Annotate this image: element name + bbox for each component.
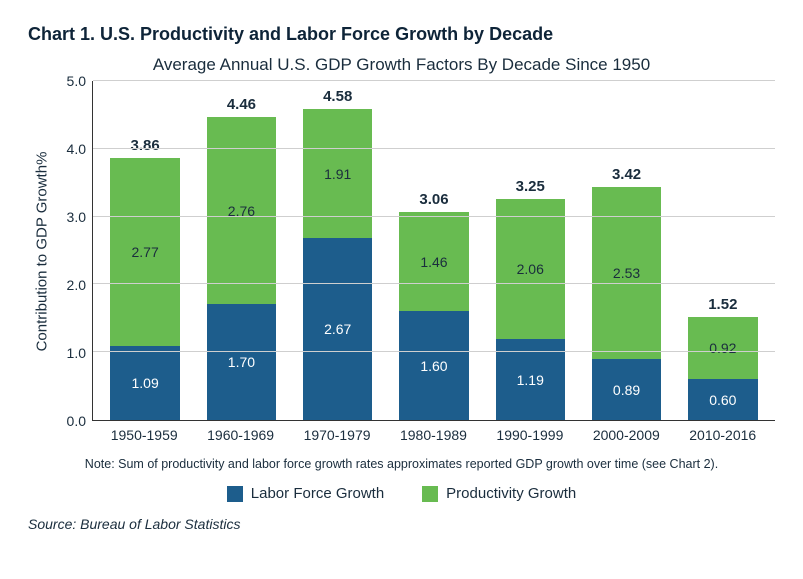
gridline	[93, 283, 775, 284]
x-tick-label: 1950-1959	[100, 427, 189, 443]
x-tick-label: 2010-2016	[678, 427, 767, 443]
bar-segment: 2.06	[496, 199, 565, 339]
bar-segment: 0.92	[688, 317, 757, 380]
legend-item: Labor Force Growth	[227, 485, 384, 502]
bar-total-label: 3.86	[131, 137, 160, 154]
bar-total-label: 1.52	[708, 296, 737, 313]
bar-segment: 1.70	[207, 304, 276, 420]
y-tick-label: 2.0	[67, 277, 86, 293]
bar-stack: 0.600.92	[688, 317, 757, 420]
bar-segment: 1.91	[303, 109, 372, 239]
source-line: Source: Bureau of Labor Statistics	[28, 516, 775, 532]
gridline	[93, 148, 775, 149]
chart-area: Contribution to GDP Growth% 0.01.02.03.0…	[28, 81, 775, 421]
bar-segment: 1.46	[399, 212, 468, 311]
legend-label: Productivity Growth	[446, 485, 576, 502]
y-tick-label: 1.0	[67, 345, 86, 361]
chart-note: Note: Sum of productivity and labor forc…	[28, 457, 775, 471]
bar-total-label: 4.58	[323, 88, 352, 105]
plot-region: 3.86 1.092.77 4.46 1.702.76 4.58 2.671.91 3.06…	[92, 81, 775, 421]
bar-segment: 1.09	[110, 346, 179, 420]
bar-slot: 4.46 1.702.76	[197, 81, 286, 420]
bar-slot: 1.52 0.600.92	[678, 81, 767, 420]
bar-stack: 2.671.91	[303, 109, 372, 420]
gridline	[93, 351, 775, 352]
bars-container: 3.86 1.092.77 4.46 1.702.76 4.58 2.671.91 3.06…	[93, 81, 775, 420]
bar-slot: 3.25 1.192.06	[486, 81, 575, 420]
legend-item: Productivity Growth	[422, 485, 576, 502]
legend-swatch	[422, 486, 438, 502]
chart-subtitle: Average Annual U.S. GDP Growth Factors B…	[28, 55, 775, 75]
y-tick-label: 5.0	[67, 73, 86, 89]
x-tick-label: 1960-1969	[196, 427, 285, 443]
bar-slot: 4.58 2.671.91	[293, 81, 382, 420]
chart-title: Chart 1. U.S. Productivity and Labor For…	[28, 24, 775, 45]
bar-segment: 2.67	[303, 238, 372, 420]
x-tick-label: 1970-1979	[293, 427, 382, 443]
bar-segment: 2.77	[110, 158, 179, 346]
x-tick-label: 1990-1999	[485, 427, 574, 443]
bar-segment: 0.60	[688, 379, 757, 420]
y-tick-label: 0.0	[67, 413, 86, 429]
bar-segment: 2.76	[207, 117, 276, 305]
y-axis-label-col: Contribution to GDP Growth%	[28, 81, 56, 421]
legend-swatch	[227, 486, 243, 502]
bar-stack: 1.192.06	[496, 199, 565, 420]
bar-segment: 0.89	[592, 359, 661, 420]
bar-stack: 1.702.76	[207, 117, 276, 420]
bar-slot: 3.06 1.601.46	[390, 81, 479, 420]
legend: Labor Force Growth Productivity Growth	[28, 485, 775, 502]
bar-total-label: 3.06	[419, 191, 448, 208]
x-tick-label: 2000-2009	[582, 427, 671, 443]
bar-slot: 3.86 1.092.77	[101, 81, 190, 420]
x-tick-label: 1980-1989	[389, 427, 478, 443]
bar-slot: 3.42 0.892.53	[582, 81, 671, 420]
bar-stack: 1.092.77	[110, 158, 179, 420]
legend-label: Labor Force Growth	[251, 485, 384, 502]
bar-total-label: 4.46	[227, 96, 256, 113]
bar-stack: 0.892.53	[592, 187, 661, 420]
bar-segment: 1.60	[399, 311, 468, 420]
x-axis-ticks: 1950-1959 1960-1969 1970-1979 1980-1989 1990…	[92, 421, 775, 443]
y-tick-label: 4.0	[67, 141, 86, 157]
bar-total-label: 3.42	[612, 166, 641, 183]
y-tick-label: 3.0	[67, 209, 86, 225]
bar-stack: 1.601.46	[399, 212, 468, 420]
gridline	[93, 216, 775, 217]
gridline	[93, 80, 775, 81]
y-axis-label: Contribution to GDP Growth%	[34, 151, 51, 351]
bar-total-label: 3.25	[516, 178, 545, 195]
bar-segment: 2.53	[592, 187, 661, 359]
y-axis-ticks: 0.01.02.03.04.05.0	[56, 81, 92, 421]
